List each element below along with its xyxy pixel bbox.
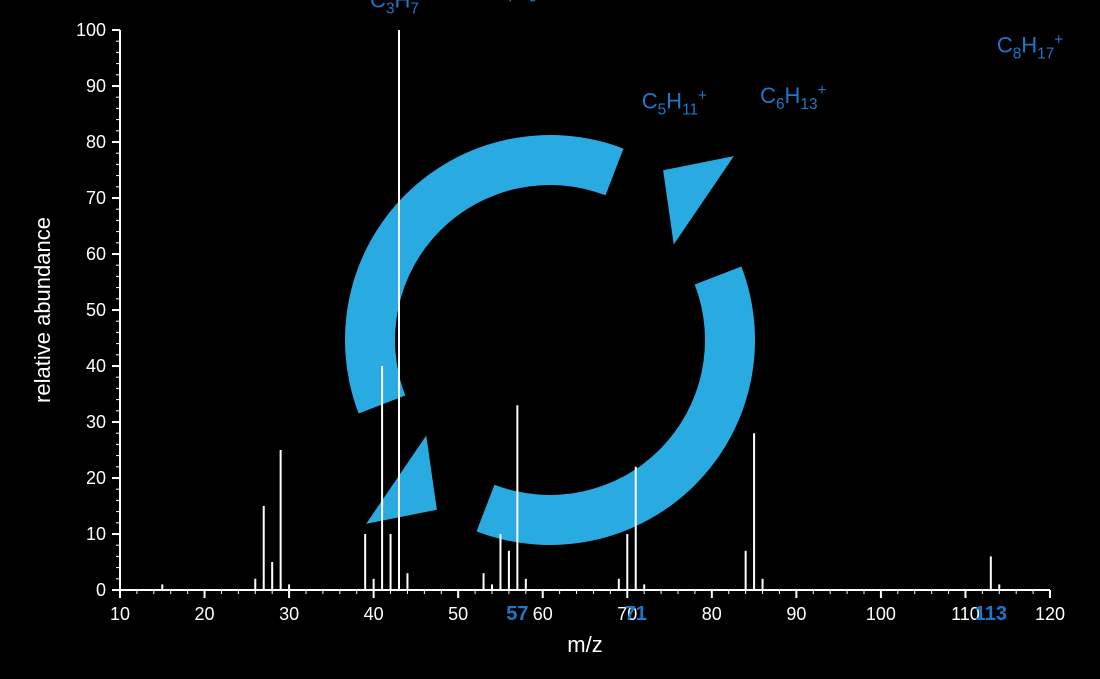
y-tick-label: 90	[86, 76, 106, 96]
x-tick-label: 50	[448, 604, 468, 624]
y-tick-label: 30	[86, 412, 106, 432]
x-tick-label: 60	[533, 604, 553, 624]
y-tick-label: 10	[86, 524, 106, 544]
x-axis-label: m/z	[567, 632, 602, 657]
y-tick-label: 20	[86, 468, 106, 488]
x-tick-label: 40	[364, 604, 384, 624]
y-tick-label: 80	[86, 132, 106, 152]
mass-spectrum-chart: 0102030405060708090100relative abundance…	[0, 0, 1100, 679]
y-tick-label: 60	[86, 244, 106, 264]
y-tick-label: 0	[96, 580, 106, 600]
x-tick-label: 20	[195, 604, 215, 624]
x-tick-label-emph: 57	[506, 603, 528, 625]
x-tick-label: 30	[279, 604, 299, 624]
y-tick-label: 100	[76, 20, 106, 40]
y-axis-label: relative abundance	[30, 217, 55, 403]
x-tick-label: 10	[110, 604, 130, 624]
x-tick-label: 120	[1035, 604, 1065, 624]
x-tick-label: 100	[866, 604, 896, 624]
x-tick-label-emph: 71	[625, 603, 647, 625]
x-tick-label: 80	[702, 604, 722, 624]
x-tick-label-emph: 113	[975, 603, 1007, 625]
y-tick-label: 70	[86, 188, 106, 208]
x-tick-label: 90	[786, 604, 806, 624]
y-tick-label: 40	[86, 356, 106, 376]
y-tick-label: 50	[86, 300, 106, 320]
